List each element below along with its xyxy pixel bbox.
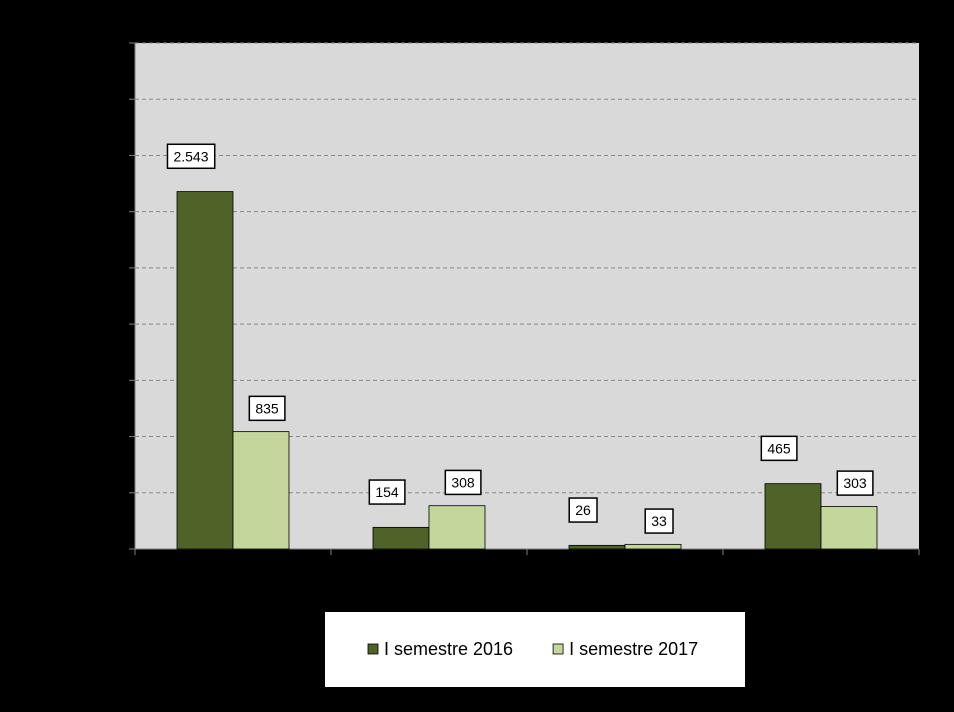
legend-swatch <box>367 643 379 655</box>
data-label-box <box>166 143 216 170</box>
data-label: 308 <box>451 474 475 490</box>
y-tick-label: 2400 <box>94 202 125 218</box>
data-label-box <box>568 497 598 523</box>
bar <box>372 526 430 550</box>
data-label: 154 <box>375 484 399 500</box>
y-tick-label: 2800 <box>94 146 125 162</box>
legend-swatch <box>552 643 564 655</box>
data-label: 2.543 <box>173 148 208 164</box>
y-tick-label: 3600 <box>94 34 125 50</box>
data-label: 465 <box>767 440 791 456</box>
data-label: 303 <box>843 475 867 491</box>
data-label-box <box>760 435 798 462</box>
y-tick-label: 400 <box>102 483 126 499</box>
data-label-box <box>368 479 406 505</box>
y-tick-label: 1200 <box>94 371 125 387</box>
data-label-box <box>444 469 482 496</box>
data-label: 835 <box>255 400 279 416</box>
y-tick-label: 1600 <box>94 315 125 331</box>
legend-label: I semestre 2016 <box>384 639 513 659</box>
data-label: 33 <box>651 513 667 529</box>
y-tick-label: 2000 <box>94 259 125 275</box>
bar <box>568 544 626 550</box>
bar <box>232 431 290 550</box>
data-label-box <box>836 470 874 496</box>
data-label: 26 <box>575 502 591 518</box>
y-tick-label: 3200 <box>94 90 125 106</box>
bar <box>176 191 234 550</box>
legend-label: I semestre 2017 <box>569 639 698 659</box>
y-tick-label: 0 <box>117 540 125 556</box>
data-label-box <box>644 508 674 534</box>
data-label-box <box>248 395 286 422</box>
legend-box <box>325 612 745 687</box>
bar <box>624 543 682 550</box>
bar <box>820 506 878 550</box>
bar <box>428 505 486 550</box>
y-tick-label: 800 <box>102 427 126 443</box>
bar <box>764 483 822 550</box>
